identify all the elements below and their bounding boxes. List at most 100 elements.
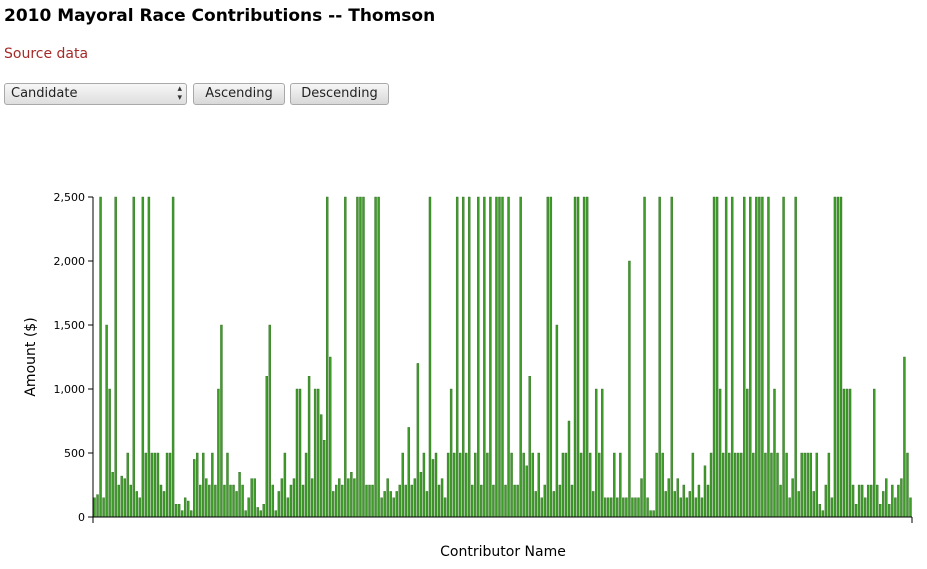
bar[interactable] [525,465,528,518]
bar[interactable] [724,196,728,518]
bar[interactable] [422,452,426,518]
bar[interactable] [468,196,471,518]
bar[interactable] [733,452,737,518]
bar[interactable] [477,196,480,518]
bar[interactable] [150,452,154,518]
bar[interactable] [604,497,607,518]
bar[interactable] [631,497,634,518]
bar[interactable] [691,452,695,518]
bar[interactable] [489,196,492,518]
bar[interactable] [114,196,117,518]
bar[interactable] [528,376,531,518]
bar[interactable] [465,452,468,518]
bar[interactable] [144,452,148,518]
bar[interactable] [102,497,105,518]
bar[interactable] [413,478,417,518]
bar[interactable] [821,510,825,518]
bar[interactable] [625,497,628,518]
bar[interactable] [652,510,655,518]
bar[interactable] [782,196,785,518]
bar[interactable] [350,472,353,518]
bar[interactable] [374,196,377,518]
bar[interactable] [326,196,329,518]
bar[interactable] [462,196,465,518]
bar[interactable] [434,452,438,518]
bar[interactable] [749,196,752,518]
bar[interactable] [676,478,679,518]
bar[interactable] [679,497,683,518]
bar[interactable] [815,452,819,518]
bar[interactable] [232,484,235,518]
bar[interactable] [344,196,347,518]
bar[interactable] [601,388,604,518]
bar[interactable] [289,484,293,518]
bar[interactable] [764,452,767,518]
bar[interactable] [906,452,909,518]
bar[interactable] [341,484,344,518]
bar[interactable] [715,196,719,518]
bar[interactable] [773,388,776,518]
bar[interactable] [576,196,580,518]
bar[interactable] [700,497,704,518]
bar[interactable] [519,196,522,518]
bar[interactable] [386,478,389,518]
bar[interactable] [827,452,831,518]
bar[interactable] [522,452,525,518]
bar[interactable] [498,196,501,518]
bar[interactable] [610,497,613,518]
bar[interactable] [190,510,193,518]
bar[interactable] [147,196,151,518]
bar[interactable] [863,497,867,518]
bar[interactable] [108,388,111,518]
bar[interactable] [335,484,338,518]
bar[interactable] [283,452,287,518]
bar[interactable] [664,491,667,518]
bar[interactable] [244,510,247,518]
bar[interactable] [471,484,474,518]
bar[interactable] [168,452,172,518]
bar[interactable] [313,388,317,518]
bar[interactable] [909,497,912,518]
bar[interactable] [316,388,320,518]
bar[interactable] [238,472,241,518]
bar[interactable] [667,478,670,518]
bar[interactable] [211,452,214,518]
bar[interactable] [779,484,782,518]
bar[interactable] [383,491,386,518]
bar[interactable] [809,452,812,518]
bar[interactable] [637,497,640,518]
bar[interactable] [806,452,809,518]
bar[interactable] [900,478,903,518]
bar[interactable] [135,491,139,518]
bar[interactable] [452,452,456,518]
sort-field-select[interactable]: Candidate ▴ ▾ [4,83,187,105]
bar[interactable] [501,196,504,518]
bar[interactable] [183,497,187,518]
bar[interactable] [737,452,740,518]
bar[interactable] [446,452,450,518]
descending-button[interactable]: Descending [290,83,389,105]
bar[interactable] [274,510,278,518]
bar[interactable] [353,478,356,518]
bar[interactable] [661,452,664,518]
bar[interactable] [504,484,507,518]
bar[interactable] [401,452,404,518]
bar[interactable] [280,478,284,518]
bar[interactable] [703,465,707,518]
bar[interactable] [588,452,592,518]
bar[interactable] [410,484,414,518]
bar[interactable] [730,196,734,518]
bar[interactable] [531,452,534,518]
bar[interactable] [845,388,849,518]
bar[interactable] [138,497,142,518]
bar[interactable] [365,484,368,518]
bar[interactable] [721,452,725,518]
bar[interactable] [567,420,571,518]
bar[interactable] [888,504,891,518]
bar[interactable] [543,484,547,518]
bar[interactable] [214,484,217,518]
bar[interactable] [132,196,136,518]
bar[interactable] [307,376,311,518]
bar[interactable] [755,196,758,518]
bar[interactable] [634,497,637,518]
